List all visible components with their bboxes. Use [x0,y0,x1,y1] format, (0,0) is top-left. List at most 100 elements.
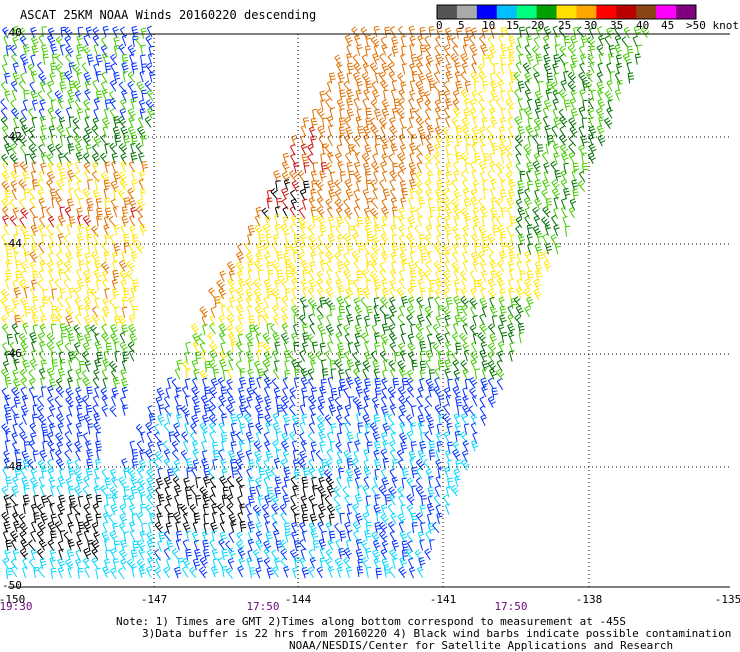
wind-barb [507,206,513,219]
wind-barb [272,349,279,362]
wind-barb-stroke [37,414,47,426]
wind-barb-stroke [324,297,334,310]
wind-barb-stroke [74,90,82,103]
wind-barb [38,34,45,47]
wind-barb-stroke [570,89,577,102]
wind-barb [272,304,279,317]
wind-barb [104,143,110,155]
wind-barb [334,189,342,202]
wind-barb-stroke [93,269,102,282]
wind-barb-stroke [95,70,102,83]
wind-barb [74,171,82,183]
wind-barb-stroke [621,36,629,48]
wind-barb [12,207,20,219]
wind-barb-stroke [292,449,299,461]
wind-barb [339,89,346,101]
wind-barb-stroke [471,90,479,102]
wind-barb [465,134,472,146]
wind-barb-stroke [425,72,434,85]
wind-barb-stroke [382,422,391,435]
wind-barb-stroke [78,360,85,372]
wind-barb [464,81,471,93]
wind-barb [545,88,552,101]
wind-barb [546,72,554,84]
wind-barb-stroke [293,341,300,353]
wind-barb [310,251,317,263]
wind-barb [93,269,102,282]
wind-barb-stroke [454,234,462,247]
wind-barb-stroke [309,322,316,335]
wind-barb [330,423,337,435]
wind-barb [1,314,9,327]
wind-barb [452,98,460,111]
wind-barb [275,296,281,309]
wind-barb-stroke [524,71,533,84]
wind-barb-stroke [462,225,470,238]
wind-barb [74,90,82,103]
wind-barb [381,152,389,165]
wind-barb [3,35,9,47]
wind-barb [1,153,9,166]
wind-barb-stroke [572,162,580,174]
wind-barb-stroke [113,71,121,84]
wind-barb [46,179,54,191]
wind-barb [445,180,452,192]
wind-barb [38,72,47,85]
wind-barb [445,297,453,309]
wind-barb-stroke [558,108,566,121]
wind-barb-stroke [18,179,27,191]
wind-barb-stroke [282,377,289,389]
wind-barb [495,97,503,110]
wind-barb [1,180,10,193]
wind-barb [559,115,568,128]
wind-barb-stroke [57,233,64,245]
wind-barb-stroke [568,135,577,147]
wind-barb [362,98,368,110]
wind-barb-stroke [327,233,336,246]
wind-barb [325,162,333,174]
wind-barb-stroke [424,153,434,165]
wind-barb [127,44,136,57]
wind-barb-stroke [406,305,416,318]
wind-barb [578,106,585,119]
wind-barb [444,223,452,236]
wind-barb [401,259,408,272]
wind-barb-stroke [355,89,362,102]
wind-barb-stroke [18,422,26,434]
wind-barb [487,278,496,290]
wind-barb [382,170,388,183]
wind-barb [85,144,92,156]
wind-barb-stroke [131,169,137,182]
wind-barb-stroke [37,61,44,74]
wind-barb [327,233,336,246]
wind-barb-stroke [429,80,436,92]
wind-barb [515,304,524,317]
wind-barb [31,45,39,57]
wind-barb-stroke [418,88,427,101]
wind-barb-stroke [110,180,119,193]
wind-barb-stroke [67,89,75,101]
wind-barb [423,458,431,471]
wind-barb [276,251,283,263]
wind-barb-stroke [347,144,355,156]
wind-barb [462,187,470,200]
wind-barb [109,405,117,418]
wind-barb [266,197,273,209]
wind-barb-stroke [451,178,458,191]
wind-barb-stroke [248,359,254,371]
wind-barb-stroke [131,25,139,38]
wind-barb-stroke [497,340,505,353]
wind-barb [48,252,54,264]
wind-barb [82,187,91,200]
wind-barb [461,117,470,129]
wind-barb [437,206,444,218]
wind-barb-stroke [345,152,352,164]
wind-barb-stroke [123,197,131,209]
wind-barb [19,53,28,66]
wind-barb [289,169,298,182]
wind-barb [415,322,424,335]
wind-barb [102,126,108,138]
wind-barb-stroke [55,188,62,201]
wind-barb-stroke [400,53,406,66]
wind-barb-stroke [334,54,341,67]
